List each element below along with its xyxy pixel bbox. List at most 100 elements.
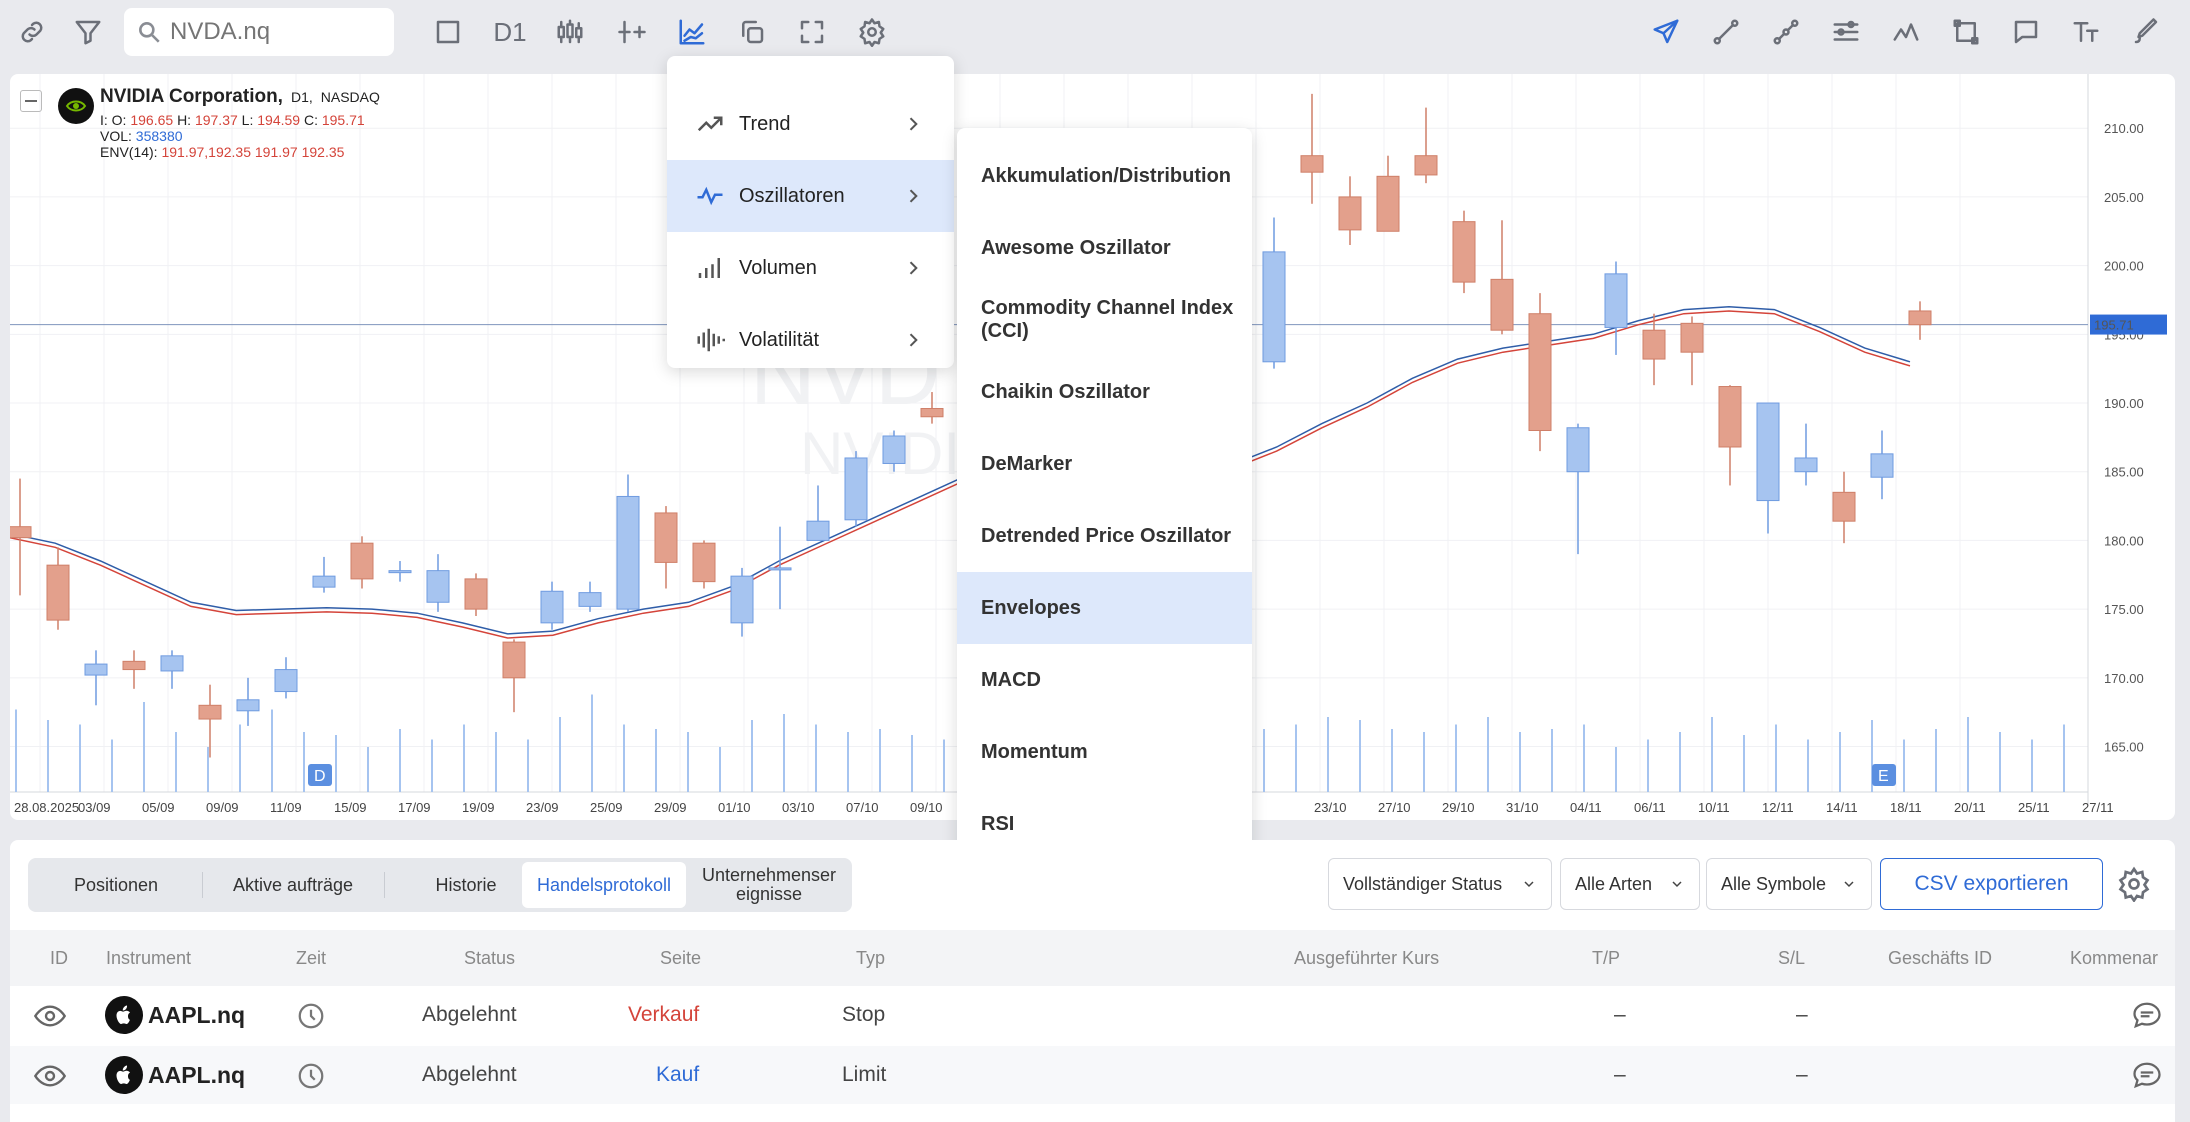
date-label: 11/09 <box>270 800 302 815</box>
top-toolbar: D1 <box>0 0 2190 64</box>
date-label: 14/11 <box>1826 800 1858 815</box>
current-price-text: 195.71 <box>2094 318 2134 333</box>
ohlc-line: I: O: 196.65 H: 197.37 L: 194.59 C: 195.… <box>100 112 365 128</box>
brush-icon[interactable] <box>2128 14 2164 50</box>
cursor-arrow-icon[interactable] <box>1648 14 1684 50</box>
search-input[interactable] <box>170 18 370 46</box>
menu-item-oscillators[interactable]: Oszillatoren <box>667 160 954 232</box>
collapse-legend-button[interactable] <box>20 90 42 112</box>
add-indicator-icon[interactable] <box>614 14 650 50</box>
timeframe-button[interactable]: D1 <box>493 16 527 47</box>
volume-line: VOL: 358380 <box>100 128 183 144</box>
csv-export-button[interactable]: CSV exportieren <box>1880 858 2103 910</box>
filter-icon[interactable] <box>70 14 106 50</box>
column-trade-id[interactable]: Geschäfts ID <box>1888 948 1993 968</box>
symbol-search[interactable] <box>124 8 394 56</box>
date-label: 06/11 <box>1634 800 1666 815</box>
tab-history[interactable]: Historie <box>435 874 497 895</box>
oscillator-item[interactable]: DeMarker <box>981 452 1073 475</box>
date-label: 01/10 <box>718 800 751 815</box>
fibonacci-icon[interactable] <box>1828 14 1864 50</box>
tab-positions[interactable]: Positionen <box>73 874 159 895</box>
date-label: 23/09 <box>526 800 559 815</box>
trendline-icon[interactable] <box>1708 14 1744 50</box>
column-side[interactable]: Seite <box>660 948 702 968</box>
candle-body <box>1414 155 1438 176</box>
sl-cell: – <box>1796 1003 1808 1026</box>
tab-divider <box>202 872 203 898</box>
column-comment[interactable]: Kommenar <box>2070 948 2159 968</box>
oscillator-item[interactable]: Detrended Price Oszillator <box>981 524 1232 547</box>
chevron-right-icon <box>909 117 918 131</box>
text-icon[interactable] <box>2068 14 2104 50</box>
tab-trade-log[interactable]: Handelsprotokoll <box>522 862 686 908</box>
menu-item-trend[interactable]: Trend <box>667 88 954 160</box>
candle-body <box>882 435 906 464</box>
fullscreen-icon[interactable] <box>794 14 830 50</box>
oscillator-item[interactable]: Awesome Oszillator <box>981 236 1171 259</box>
column-executed-price[interactable]: Ausgeführter Kurs <box>1294 948 1440 968</box>
oscillator-item[interactable]: Commodity Channel Index (CCI) <box>981 297 1234 342</box>
oscillator-item[interactable]: MACD <box>981 668 1041 691</box>
eye-icon[interactable] <box>34 1000 66 1032</box>
status-filter-dropdown[interactable]: Vollständiger Status <box>1328 858 1552 910</box>
settings-icon[interactable] <box>854 14 890 50</box>
tab-active-orders[interactable]: Aktive aufträge <box>232 874 354 895</box>
pattern-icon[interactable] <box>1888 14 1924 50</box>
price-axis-label: 175.00 <box>2104 602 2144 617</box>
candle-body <box>1566 427 1590 473</box>
clock-icon <box>298 1003 324 1029</box>
symbol-filter-dropdown[interactable]: Alle Symbole <box>1706 858 1872 910</box>
channel-icon[interactable] <box>1768 14 1804 50</box>
type-filter-dropdown[interactable]: Alle Arten <box>1560 858 1700 910</box>
search-icon <box>139 22 160 43</box>
tp-cell: – <box>1614 1063 1626 1086</box>
column-tp[interactable]: T/P <box>1592 948 1621 968</box>
column-time[interactable]: Zeit <box>296 948 327 968</box>
tab-corporate-events[interactable]: Unternehmenser eignisse <box>701 865 837 904</box>
oscillator-item[interactable]: Momentum <box>981 740 1088 763</box>
trend-icon <box>697 116 723 132</box>
oscillator-item[interactable]: Akkumulation/Distribution <box>981 164 1231 187</box>
date-label: 29/09 <box>654 800 687 815</box>
rectangle-icon[interactable] <box>430 14 466 50</box>
column-sl[interactable]: S/L <box>1778 948 1806 968</box>
column-instrument[interactable]: Instrument <box>106 948 192 968</box>
column-type[interactable]: Typ <box>856 948 886 968</box>
candle-body <box>616 495 640 610</box>
candle-body <box>1376 175 1400 232</box>
table-row[interactable]: AAPL.nq Abgelehnt Verkauf Stop – – <box>10 986 2175 1044</box>
indicators-icon[interactable] <box>674 14 710 50</box>
menu-item-volatility[interactable]: Volatilität <box>667 304 954 376</box>
comment-icon[interactable] <box>2132 1000 2162 1030</box>
candles-icon[interactable] <box>552 14 588 50</box>
eye-icon[interactable] <box>34 1060 66 1092</box>
candle-body <box>1718 386 1742 448</box>
link-icon[interactable] <box>14 14 50 50</box>
comment-icon[interactable] <box>2008 14 2044 50</box>
table-row[interactable]: AAPL.nq Abgelehnt Kauf Limit – – <box>10 1046 2175 1104</box>
candle-body <box>1908 310 1932 326</box>
apple-logo <box>105 996 143 1034</box>
oscillator-item[interactable]: Envelopes <box>957 572 1252 644</box>
candle-body <box>274 669 298 693</box>
menu-item-volume[interactable]: Volumen <box>667 232 954 304</box>
comment-icon[interactable] <box>2132 1060 2162 1090</box>
copy-icon[interactable] <box>734 14 770 50</box>
volume-icon <box>698 258 720 278</box>
oscillator-item[interactable]: RSI <box>981 812 1015 835</box>
nvidia-logo <box>58 88 94 124</box>
shape-icon[interactable] <box>1948 14 1984 50</box>
candle-body <box>464 578 488 610</box>
date-label: 03/09 <box>78 800 111 815</box>
type-cell: Limit <box>842 1063 887 1086</box>
candle-body <box>426 570 450 603</box>
candle-body <box>122 660 146 671</box>
panel-settings-icon[interactable] <box>2116 866 2152 903</box>
oscillator-item[interactable]: Chaikin Oszillator <box>981 380 1150 403</box>
volatility-icon <box>697 328 725 352</box>
column-id[interactable]: ID <box>50 948 68 968</box>
column-status[interactable]: Status <box>464 948 516 968</box>
price-axis-label: 200.00 <box>2104 259 2144 274</box>
side-cell: Verkauf <box>628 1003 700 1026</box>
